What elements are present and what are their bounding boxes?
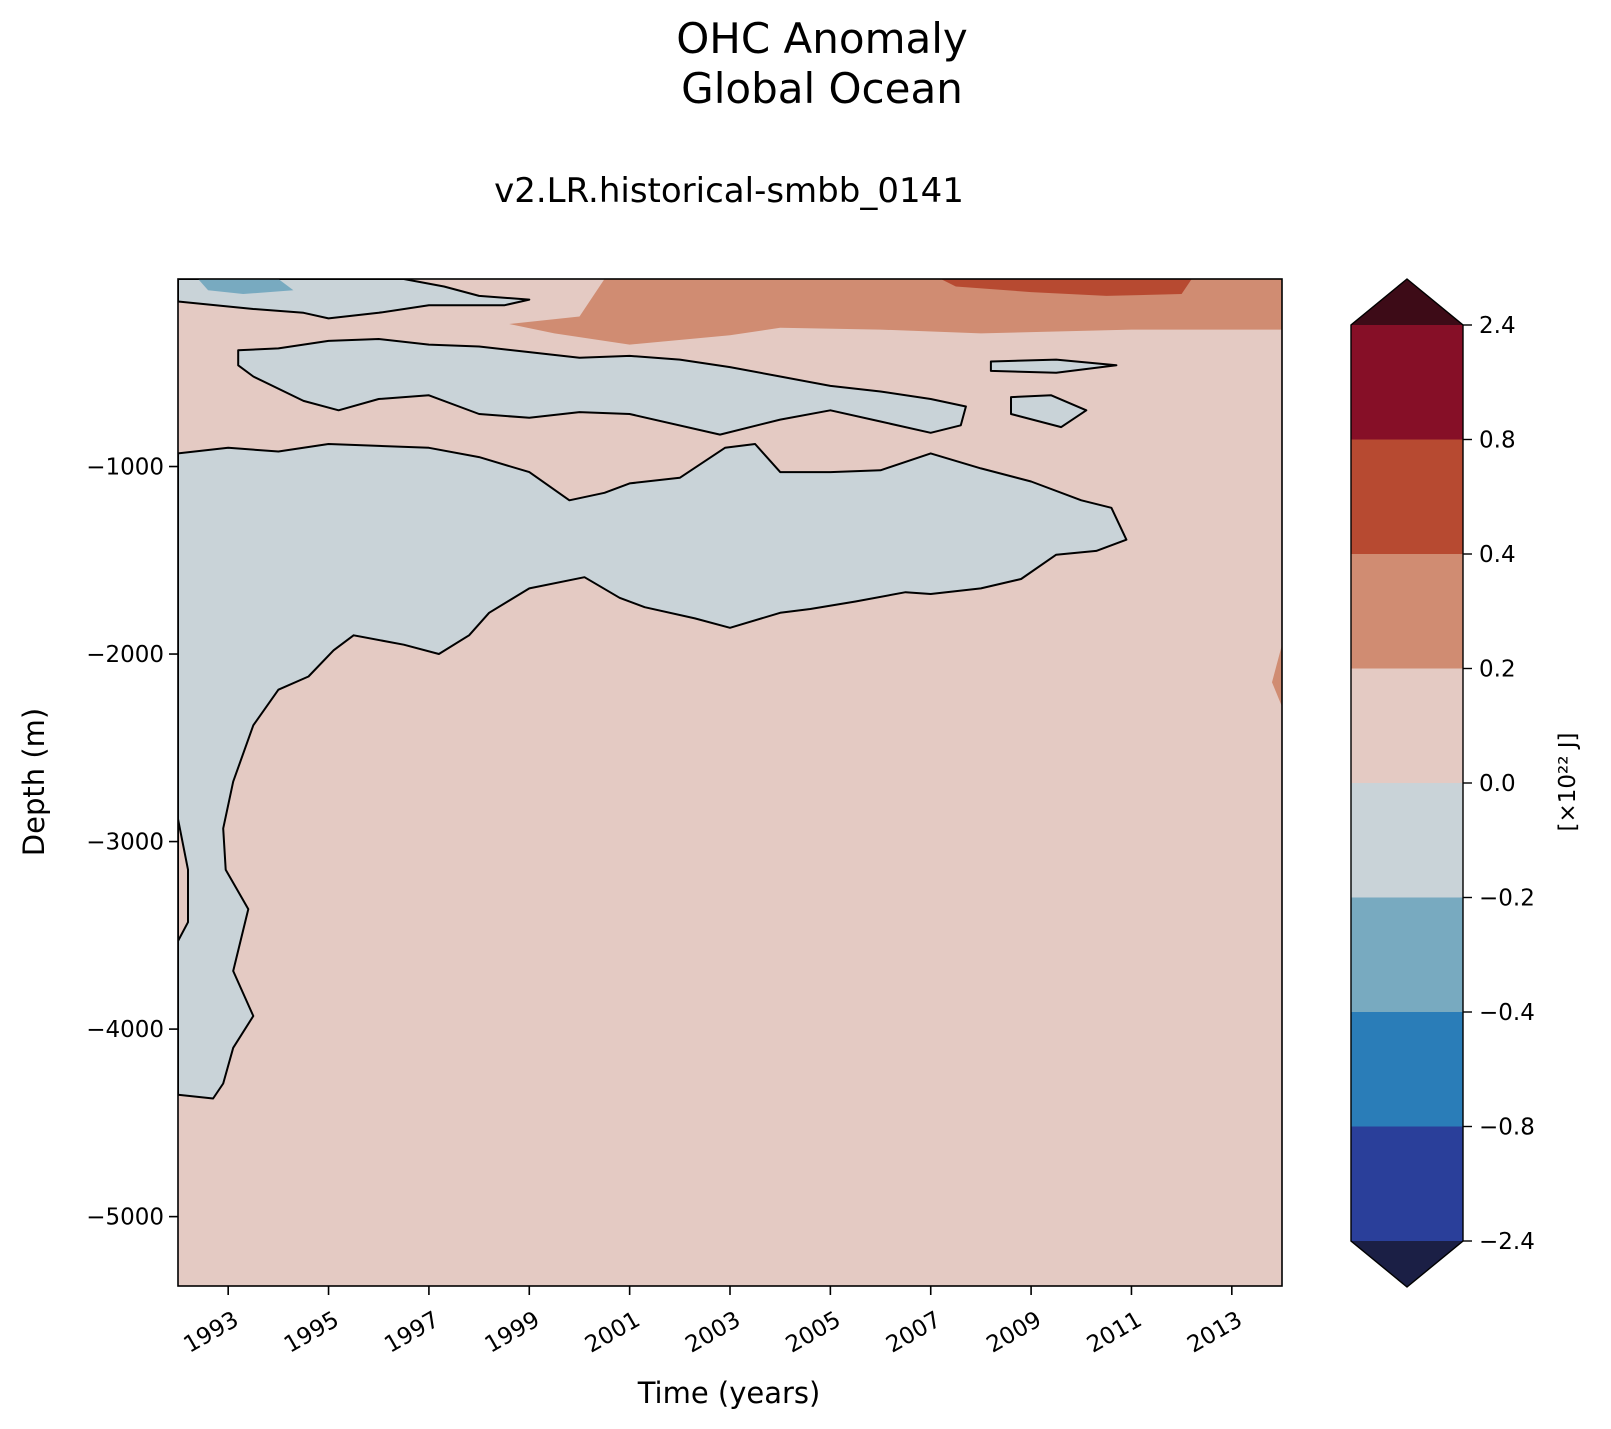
x-axis: 1993 1995 1997 1999 2001 2003 2005 2007 2009 2011… <box>179 1286 1247 1359</box>
contour-region-8 <box>509 279 1282 345</box>
colorbar-band <box>1351 668 1463 783</box>
colorbar-band <box>1351 1126 1463 1241</box>
colorbar-label: [×10²² J] <box>1555 732 1581 831</box>
colorbar-band <box>1351 325 1463 440</box>
x-tick-label: 1999 <box>481 1307 545 1359</box>
contour-region-9 <box>940 279 1192 296</box>
y-tick-label: −1000 <box>86 455 164 481</box>
colorbar-band <box>1351 783 1463 898</box>
x-tick-label: 2003 <box>681 1307 745 1359</box>
x-tick-label: 1997 <box>380 1307 444 1359</box>
x-tick-label: 2001 <box>581 1307 645 1359</box>
colorbar-tick-label: 0.4 <box>1479 542 1516 568</box>
colorbar-tick-label: 2.4 <box>1479 313 1516 339</box>
colorbar-tick-label: 0.0 <box>1479 771 1516 797</box>
contour-region-6 <box>989 358 1118 374</box>
colorbar-under-triangle <box>1351 1241 1463 1287</box>
x-tick-label: 2011 <box>1083 1307 1147 1359</box>
x-tick-label: 2007 <box>882 1307 946 1359</box>
colorbar-band <box>1351 554 1463 669</box>
colorbar-band <box>1351 439 1463 554</box>
chart-title-line-1: OHC Anomaly <box>676 14 968 63</box>
colorbar-tick-label: 0.8 <box>1479 428 1516 454</box>
contour-region-1 <box>178 443 1128 1100</box>
colorbar-band <box>1351 897 1463 1012</box>
colorbar-tick-label: −2.4 <box>1479 1229 1535 1255</box>
contour-region-5 <box>198 279 294 294</box>
x-axis-label: Time (years) <box>637 1376 821 1410</box>
colorbar-tick-label: 0.2 <box>1479 657 1516 683</box>
contour-region-2 <box>178 818 189 942</box>
x-tick-label: 2005 <box>782 1307 846 1359</box>
colorbar-over-triangle <box>1351 279 1463 325</box>
colorbar-tick-label: −0.4 <box>1479 1000 1535 1026</box>
y-tick-label: −3000 <box>86 830 164 856</box>
x-tick-label: 1993 <box>179 1307 243 1359</box>
colorbar-tick-label: −0.8 <box>1479 1115 1535 1141</box>
y-axis: −1000 −2000 −3000 −4000 −5000 <box>86 455 178 1231</box>
contour-region-3 <box>237 338 967 436</box>
x-tick-label: 1995 <box>280 1307 344 1359</box>
colorbar-tick-label: −0.2 <box>1479 886 1535 912</box>
plot-area <box>177 278 1283 1287</box>
colorbar: −2.4 −0.8 −0.4 −0.2 0.0 0.2 0.4 0.8 2.4 <box>1350 278 1535 1288</box>
y-tick-label: −2000 <box>86 642 164 668</box>
y-tick-label: −4000 <box>86 1017 164 1043</box>
x-tick-label: 2009 <box>982 1307 1046 1359</box>
chart-title-line-2: Global Ocean <box>681 64 963 113</box>
x-tick-label: 2013 <box>1183 1307 1247 1359</box>
contour-region-10 <box>1272 644 1282 707</box>
y-axis-label: Depth (m) <box>17 708 51 856</box>
colorbar-band <box>1351 1012 1463 1127</box>
chart-subtitle: v2.LR.historical-smbb_0141 <box>494 171 964 211</box>
contour-region-7 <box>1010 394 1088 429</box>
y-tick-label: −5000 <box>86 1205 164 1231</box>
